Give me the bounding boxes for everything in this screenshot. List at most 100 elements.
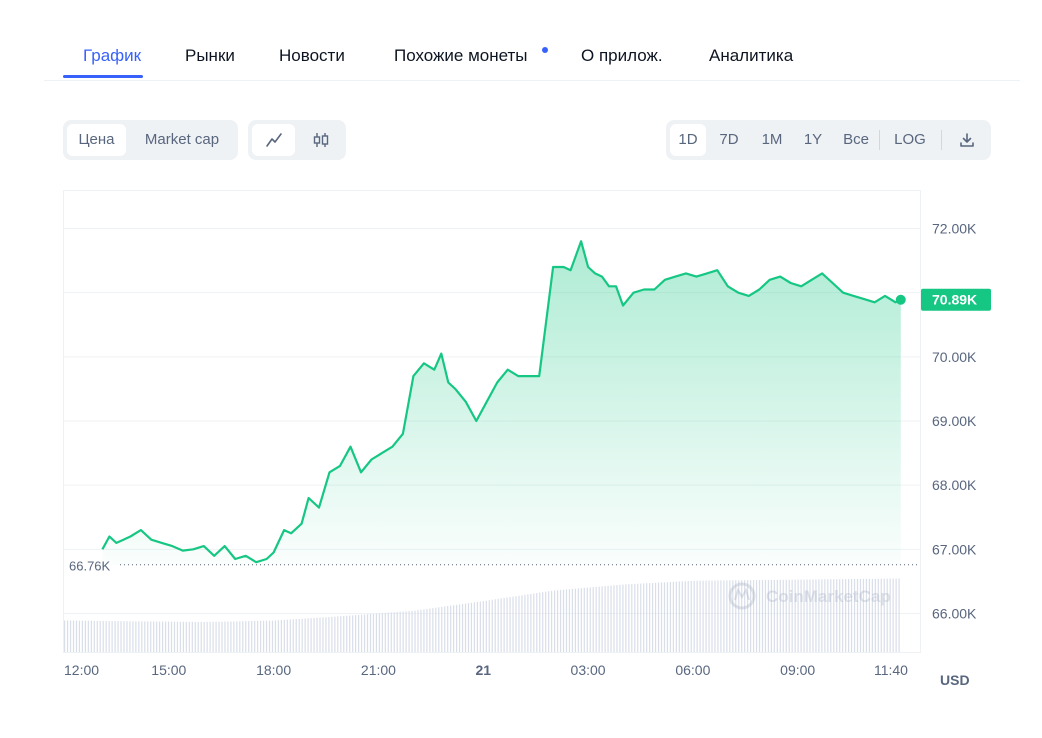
volume-bar [883, 578, 885, 652]
volume-bar [717, 580, 719, 652]
volume-bar [476, 601, 478, 652]
volume-bar [245, 621, 247, 652]
volume-bar [387, 612, 389, 652]
volume-bar [360, 614, 363, 652]
volume-bar [643, 583, 645, 652]
volume-bar [830, 579, 832, 652]
volume-bar [420, 609, 422, 652]
volume-bar [556, 590, 559, 652]
volume-bar [583, 587, 585, 652]
volume-bar [690, 580, 692, 652]
download-icon [960, 133, 974, 147]
volume-bar [755, 580, 758, 652]
volume-bar [562, 589, 565, 652]
x-tick-label: 06:00 [675, 662, 710, 678]
volume-bar [378, 613, 380, 652]
y-tick-label: 69.00K [932, 413, 977, 429]
volume-bar [895, 578, 897, 652]
volume-bar [687, 581, 689, 652]
volume-bar [467, 603, 470, 652]
candlestick-icon [313, 133, 328, 147]
volume-bar [770, 579, 772, 652]
volume-bar [69, 620, 72, 652]
volume-bar [185, 621, 187, 652]
volume-bar [497, 598, 499, 652]
volume-bar [806, 579, 808, 652]
range-1m-button[interactable]: 1M [761, 131, 783, 148]
marketcap-toggle-button[interactable]: Market cap [144, 131, 220, 148]
volume-bar [295, 619, 297, 652]
tab-similar-coins[interactable]: Похожие монеты [394, 46, 528, 65]
y-tick-label: 68.00K [932, 477, 977, 493]
volume-bar [375, 613, 378, 652]
volume-bar [842, 579, 844, 652]
volume-bar [812, 579, 814, 652]
y-axis-ticks: 72.00K 70.00K 69.00K 68.00K 67.00K 66.00K [932, 221, 977, 622]
tab-markets[interactable]: Рынки [185, 46, 235, 65]
new-indicator-dot [542, 47, 548, 53]
tab-news[interactable]: Новости [279, 46, 345, 65]
tab-about[interactable]: О прилож. [581, 46, 663, 65]
volume-bar [343, 616, 345, 652]
volume-bar [262, 620, 265, 652]
current-price-label: 70.89K [932, 292, 977, 308]
y-tick-label: 72.00K [932, 221, 977, 237]
range-divider [879, 130, 880, 150]
volume-bar [176, 621, 179, 652]
volume-bar [310, 618, 312, 652]
price-line [101, 240, 902, 564]
volume-bar [153, 621, 155, 652]
range-1y-button[interactable]: 1Y [803, 131, 823, 148]
volume-bar [527, 594, 529, 652]
volume-bar [75, 620, 78, 652]
volume-bar [319, 617, 321, 652]
volume-bar [396, 612, 398, 652]
volume-bar [678, 581, 680, 652]
volume-bar [464, 603, 467, 652]
volume-bar [723, 580, 725, 652]
tab-chart[interactable]: График [83, 46, 142, 65]
volume-bar [880, 578, 882, 652]
volume-bar [628, 584, 630, 652]
volume-bar [447, 606, 449, 652]
y-tick-label: 70.00K [932, 349, 977, 365]
volume-bar [657, 582, 660, 652]
volume-bar [87, 620, 89, 652]
range-all-button[interactable]: Все [843, 131, 869, 148]
volume-bar [631, 584, 633, 652]
volume-bar [102, 620, 104, 652]
y-tick-label: 66.00K [932, 606, 977, 622]
volume-bar [90, 620, 92, 652]
x-tick-label: 03:00 [571, 662, 606, 678]
range-1d-button[interactable]: 1D [670, 124, 706, 156]
tab-bar: График Рынки Новости Похожие монеты О пр… [44, 38, 1020, 81]
volume-bar [666, 582, 669, 652]
volume-bar [399, 611, 401, 652]
volume-bar [856, 578, 859, 652]
volume-bar [693, 580, 695, 652]
download-button[interactable] [948, 124, 986, 156]
range-7d-button[interactable]: 7D [719, 131, 739, 148]
volume-bar [268, 620, 271, 652]
volume-bar [248, 621, 250, 652]
line-chart-button[interactable] [252, 124, 295, 156]
volume-bar [559, 589, 562, 652]
volume-bar [654, 582, 657, 652]
volume-bar [750, 580, 752, 652]
volume-bar [779, 579, 781, 652]
volume-bar [438, 607, 440, 652]
volume-bar [170, 621, 173, 652]
price-toggle-button[interactable]: Цена [67, 124, 126, 156]
volume-bar [408, 611, 410, 652]
volume-bar [99, 620, 101, 652]
volume-bar [871, 578, 873, 652]
tab-analytics[interactable]: Аналитика [709, 46, 794, 65]
volume-bar [242, 621, 244, 652]
volume-bar [209, 621, 211, 652]
candlestick-chart-button[interactable] [299, 124, 342, 156]
volume-bar [84, 620, 86, 652]
log-scale-button[interactable]: LOG [894, 131, 926, 148]
volume-bar [711, 580, 713, 652]
volume-bar [239, 621, 241, 652]
